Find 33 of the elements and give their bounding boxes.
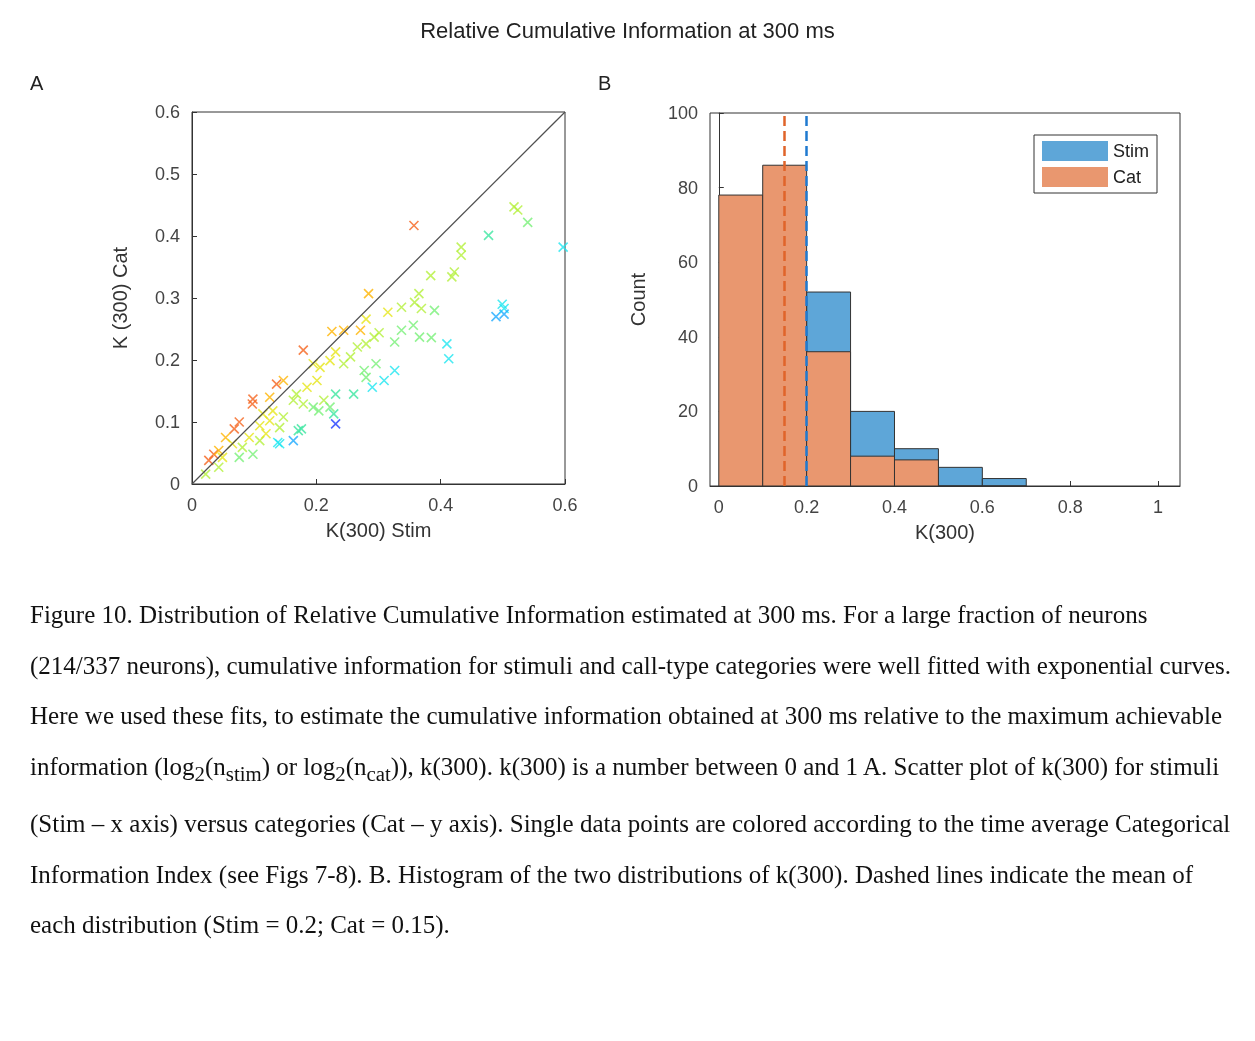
y-tick-label: 20 [677,401,698,422]
legend-label: Stim [1113,141,1149,161]
y-tick-label: 60 [677,252,698,273]
x-tick-label: 1 [1153,497,1164,517]
y-tick-label: 0.2 [154,350,180,370]
y-tick-label: 80 [677,177,698,198]
y-tick-label: 0.6 [154,102,180,122]
y-tick-label: 0.5 [154,164,180,184]
x-tick-label: 0.4 [881,497,907,517]
x-tick-label: 0 [186,495,198,515]
x-tick-label: 0.8 [1057,497,1083,517]
x-axis-title: K(300) [914,521,976,543]
y-tick-label: 0.3 [154,288,180,308]
text: A [30,72,44,95]
y-axis-title: Count [627,272,649,327]
x-tick-label: 0.4 [428,495,454,515]
y-tick-label: 0.1 [154,412,180,432]
x-axis-title: K(300) Stim [325,519,432,541]
y-tick-label: 100 [667,103,698,123]
y-axis-title: K (300) Cat [109,246,131,350]
x-tick-label: 0 [713,497,724,517]
x-tick-label: 0.6 [969,497,995,517]
y-tick-label: 0 [687,476,698,496]
legend-label: Cat [1113,167,1142,187]
y-tick-label: 0 [169,474,180,494]
x-tick-label: 0.2 [794,497,820,517]
y-tick-label: 40 [677,326,698,347]
x-tick-label: 0.6 [552,495,578,515]
x-tick-label: 0.2 [303,495,329,515]
text: Relative Cumulative Information at 300 ms [419,18,836,44]
text: Figure 10. Distribution of Relative Cumulative Information estimated at 300 ms. For a large fraction of neurons (214/337 neurons), cumulative information for stimuli and call-type categories were well fitted with exponential curves. Here we used these fits, to estimate the cumulative information obtained at 300 ms relative to the maximum achievable information (log$_{2}$(n$_{stim}$) or log$_{2}$(n$_{cat}$)), k(300). k(300) is a number between 0 and 1 A. Scatter plot of k(300) for stimuli (Stim – x axis) versus categories (Cat – y axis). Single data points are colored according to the time average Categorical Information Index (see Figs 7-8). B. Histogram of the two distributions of k(300). Dashed lines indicate the mean of each distribution (Stim = 0.2; Cat = 0.15). [30,601,1232,938]
y-tick-label: 0.4 [154,226,180,246]
text: B [598,72,612,95]
